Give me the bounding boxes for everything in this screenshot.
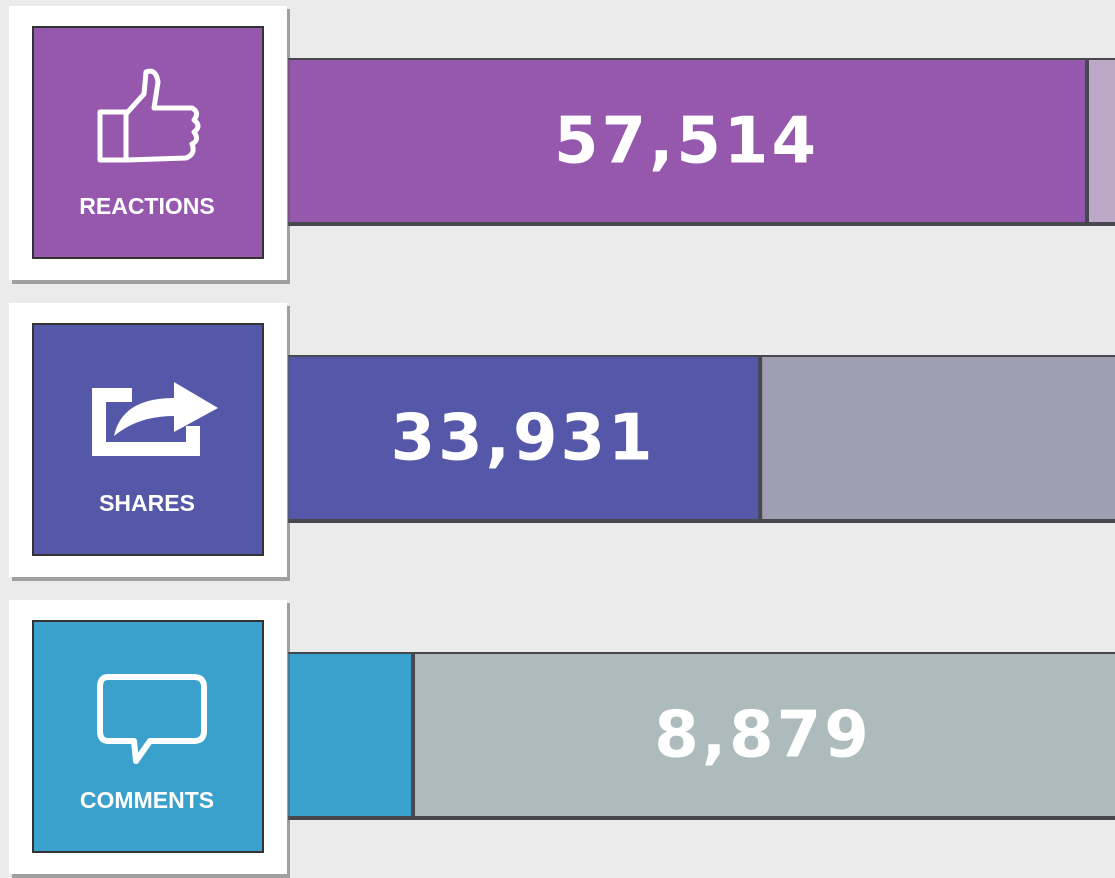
bar (288, 654, 412, 816)
value-label: 33,931 (391, 402, 656, 476)
category-label: SHARES (99, 490, 195, 516)
value-label: 57,514 (554, 105, 819, 179)
value-label: 8,879 (654, 699, 871, 773)
bar-track (762, 357, 1115, 519)
bar-track (415, 654, 1115, 816)
category-label: COMMENTS (80, 787, 214, 813)
bars: 57,514 33,931 8,879 (288, 58, 1115, 820)
icon-box (32, 26, 264, 259)
icon-like (97, 68, 201, 163)
icon-comment (97, 674, 207, 764)
icon-box (32, 620, 264, 853)
bar (288, 357, 759, 519)
bar (288, 60, 1085, 222)
category-label: REACTIONS (79, 193, 214, 219)
icon-share (92, 382, 218, 456)
icon-box (32, 323, 264, 556)
frames: REACTIONS SHARES COMMENTS (9, 6, 290, 878)
bar-track (1089, 60, 1115, 222)
